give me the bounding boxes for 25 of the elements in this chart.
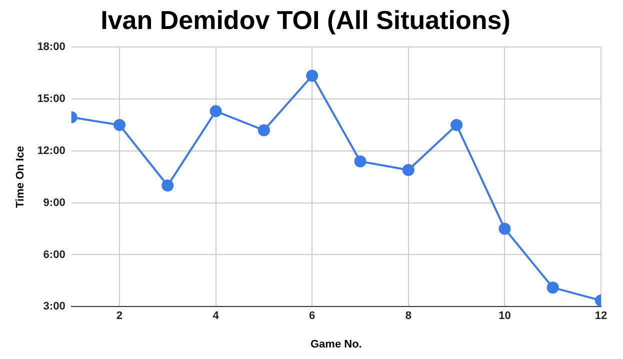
point xyxy=(162,180,174,192)
x-tick-label: 12 xyxy=(594,310,608,322)
x-tick-label: 6 xyxy=(309,310,316,322)
y-axis-title: Time On Ice xyxy=(14,146,27,208)
y-tick-label: 12:00 xyxy=(37,144,66,157)
y-tick-label: 9:00 xyxy=(43,196,66,209)
point xyxy=(450,119,463,132)
x-tick-label: 4 xyxy=(212,310,220,322)
chart-title: Ivan Demidov TOI (All Situations) xyxy=(100,4,510,35)
x-axis-title: Game No. xyxy=(310,338,362,350)
point xyxy=(306,70,318,82)
x-tick-label: 8 xyxy=(405,310,412,322)
point xyxy=(258,124,270,136)
point xyxy=(498,222,511,235)
x-tick-label: 2 xyxy=(116,310,123,322)
point xyxy=(113,119,126,132)
point xyxy=(354,155,366,168)
y-tick-label: 3:00 xyxy=(43,300,66,313)
point xyxy=(210,105,222,118)
x-tick-label: 10 xyxy=(498,310,511,322)
point xyxy=(546,282,559,294)
y-tick-label: 15:00 xyxy=(37,93,66,106)
y-tick-label: 18:00 xyxy=(37,41,66,54)
point xyxy=(402,164,414,176)
y-tick-label: 6:00 xyxy=(43,248,66,261)
